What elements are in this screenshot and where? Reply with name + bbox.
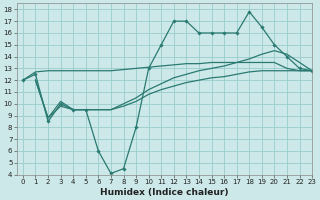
X-axis label: Humidex (Indice chaleur): Humidex (Indice chaleur) (100, 188, 228, 197)
